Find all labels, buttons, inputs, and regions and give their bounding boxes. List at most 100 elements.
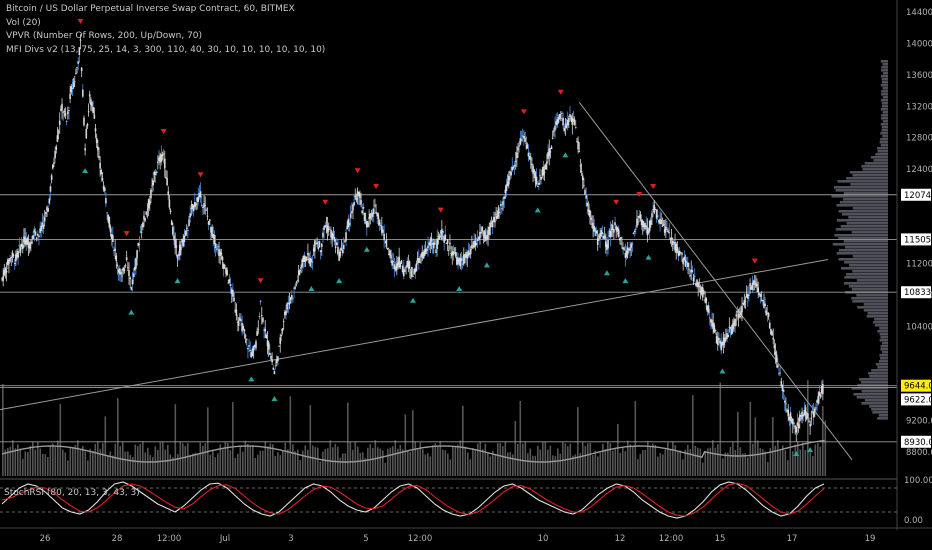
last-price-tag: [901, 379, 931, 392]
candle-body: [574, 127, 577, 129]
candle-body: [282, 320, 285, 322]
candle-body: [269, 352, 271, 356]
candle-body: [708, 317, 711, 319]
sell-signal-marker: [354, 168, 361, 174]
candle-body: [60, 109, 62, 111]
volume-bar: [762, 449, 764, 476]
vpvr-bar: [838, 237, 888, 240]
candle-body: [580, 170, 583, 172]
volume-bar: [134, 444, 137, 476]
volume-bar: [272, 444, 274, 476]
candle-body: [187, 230, 189, 231]
volume-bar: [7, 447, 9, 476]
candle-body: [439, 231, 442, 233]
volume-bar: [149, 454, 152, 476]
candle-body: [547, 151, 549, 159]
candle-body: [790, 420, 793, 423]
volume-bar: [614, 447, 617, 476]
volume-bar: [612, 450, 614, 476]
candle-body: [247, 348, 249, 350]
volume-bar: [409, 451, 412, 476]
candle-body: [235, 309, 238, 316]
volume-bar: [802, 442, 804, 476]
volume-bar: [519, 400, 522, 476]
vpvr-bar: [881, 114, 888, 117]
candle-body: [803, 410, 806, 416]
candle-body: [637, 221, 639, 223]
candle-body: [273, 371, 276, 375]
candle-body: [376, 212, 379, 217]
candle-body: [742, 302, 744, 304]
volume-bar: [97, 441, 99, 476]
candle-body: [157, 162, 159, 164]
volume-bar: [302, 450, 304, 476]
volume-bar: [792, 451, 794, 476]
candle-body: [810, 417, 813, 420]
candle-body: [24, 236, 26, 244]
candle-body: [745, 293, 748, 298]
candle-body: [608, 235, 611, 237]
candle-body: [132, 273, 135, 277]
candle-body: [8, 259, 10, 264]
volume-bar: [529, 448, 532, 476]
candle-body: [447, 249, 450, 251]
volume-bar: [429, 456, 432, 476]
price-tick-label: 11200.0: [906, 259, 932, 269]
sell-signal-marker: [160, 129, 167, 134]
candle-body: [155, 171, 158, 173]
candle-body: [781, 384, 784, 391]
candle-body: [199, 191, 202, 198]
candle-body: [486, 235, 488, 240]
candle-body: [544, 164, 547, 170]
candle-body: [384, 241, 387, 243]
vpvr-indicator-label[interactable]: VPVR (Number Of Rows, 200, Up/Down, 70): [6, 31, 203, 42]
candle-body: [6, 259, 9, 266]
candle-body: [302, 256, 305, 263]
vpvr-bar: [878, 414, 888, 417]
stoch-rsi-label[interactable]: StochRSI (80, 20, 13, 3, 43, 3): [4, 488, 140, 498]
sell-signal-marker: [322, 199, 329, 205]
candle-body: [409, 272, 412, 274]
volume-bar: [484, 443, 487, 476]
candle-body: [244, 335, 247, 337]
candle-body: [2, 276, 4, 281]
candle-body: [488, 226, 490, 235]
candle-body: [168, 199, 171, 208]
candle-body: [402, 269, 405, 277]
candle-body: [748, 294, 750, 296]
candle-body: [43, 217, 46, 222]
volume-indicator-label[interactable]: Vol (20): [6, 17, 41, 28]
volume-bar: [362, 452, 364, 476]
volume-bar: [552, 455, 554, 476]
candle-body: [177, 254, 180, 256]
candle-body: [87, 111, 90, 113]
price-tick-label: 13200.0: [906, 102, 932, 112]
volume-profile: [831, 60, 888, 420]
candle-body: [489, 222, 492, 228]
volume-bar: [632, 446, 634, 476]
price-tick-label: 8800.0: [906, 448, 932, 458]
symbol-title[interactable]: Bitcoin / US Dollar Perpetual Inverse Sw…: [6, 4, 295, 14]
candle-body: [404, 271, 406, 273]
candle-body: [234, 310, 237, 312]
candle-body: [436, 238, 439, 249]
candle-body: [392, 261, 395, 262]
volume-bar: [152, 456, 154, 476]
volume-bar: [309, 405, 312, 476]
candle-body: [479, 232, 481, 239]
volume-bar: [759, 447, 762, 476]
candle-body: [250, 352, 253, 358]
mfi-indicator-label[interactable]: MFI Divs v2 (13, 75, 25, 14, 3, 300, 110…: [6, 44, 326, 55]
volume-bar: [472, 447, 474, 476]
candle-body: [686, 262, 689, 267]
volume-bar: [739, 447, 742, 476]
candle-body: [317, 246, 320, 250]
candle-body: [616, 226, 619, 232]
candle-body: [130, 287, 133, 290]
candle-body: [325, 224, 328, 226]
candle-body: [368, 216, 370, 219]
candle-body: [562, 117, 564, 126]
volume-bar: [9, 446, 12, 476]
candle-body: [453, 253, 456, 254]
